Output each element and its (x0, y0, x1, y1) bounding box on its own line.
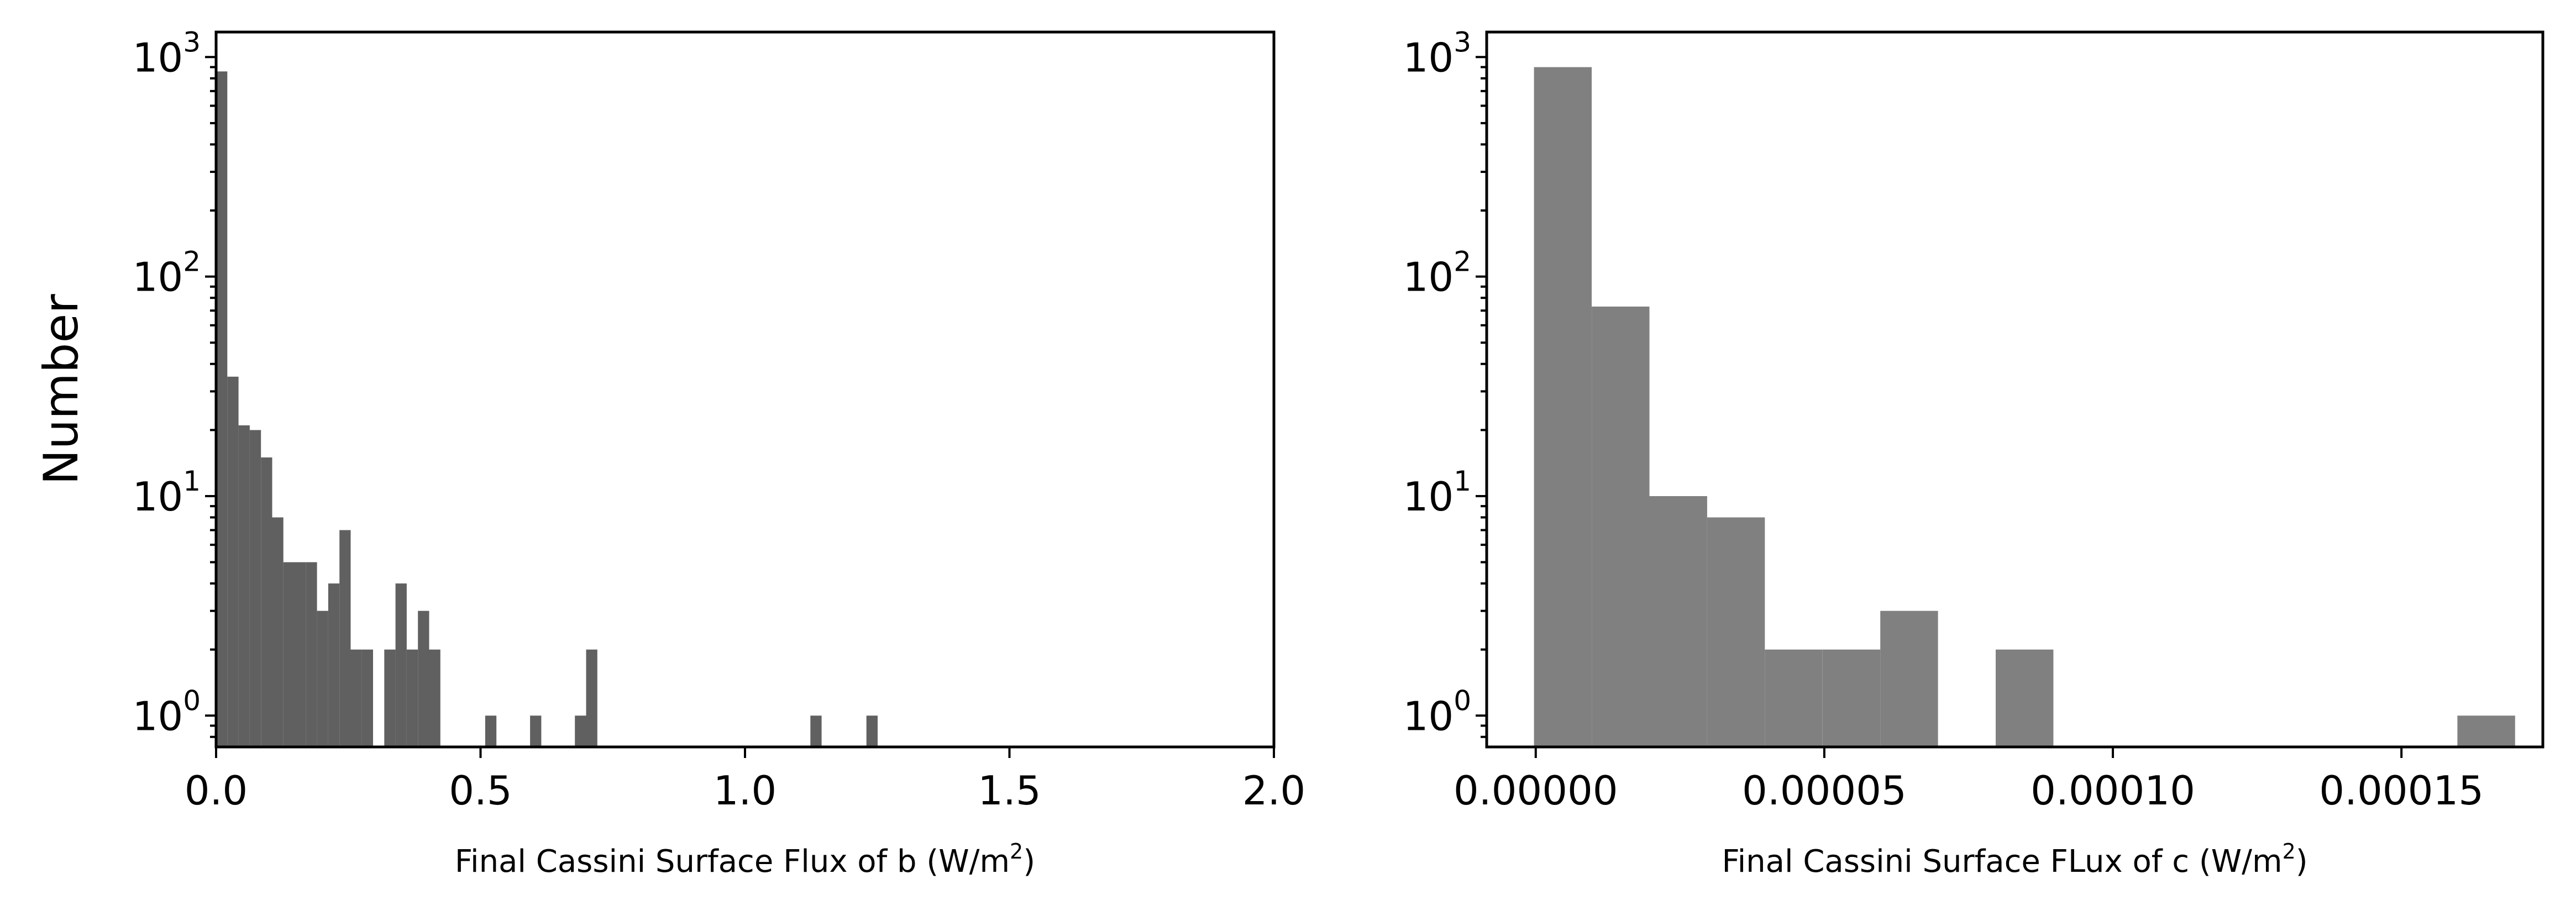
histogram-bar (429, 649, 440, 747)
x-axis-title: Final Cassini Surface FLux of c (W/m2) (1722, 839, 2307, 880)
histogram-bar (1996, 649, 2054, 747)
y-tick-base: 10 (1403, 693, 1454, 739)
y-tick-label: 100 (133, 685, 201, 739)
histogram-bar (261, 457, 272, 747)
x-tick-label: 1.0 (713, 767, 777, 814)
histogram-bar (238, 425, 250, 747)
histogram-bar (1822, 649, 1881, 747)
histogram-bar (810, 715, 822, 747)
plot-frame (214, 30, 1276, 749)
y-tick-exponent: 3 (1454, 26, 1471, 58)
histogram-bar (1765, 649, 1823, 747)
x-axis-title-text: ) (2296, 844, 2308, 880)
histogram-bar (586, 649, 597, 747)
y-tick-exponent: 2 (183, 246, 201, 278)
histogram-bar (317, 610, 328, 747)
x-axis-title-superscript: 2 (1010, 839, 1023, 864)
y-tick-label: 102 (1403, 246, 1471, 301)
y-tick-base: 10 (133, 693, 183, 739)
x-axis-title-text: Final Cassini Surface FLux of c (W/m (1722, 844, 2282, 880)
histogram-bar (384, 649, 396, 747)
y-tick-base: 10 (133, 473, 183, 520)
x-tick-label: 2.0 (1242, 767, 1306, 814)
histogram-bar (249, 430, 261, 747)
histogram-bar (866, 715, 878, 747)
histogram-bar (306, 562, 317, 747)
histogram-bar (1534, 67, 1592, 747)
histogram-bar (418, 610, 429, 747)
y-tick-label: 102 (133, 246, 201, 301)
histogram-bar (395, 583, 407, 747)
y-tick-exponent: 0 (183, 685, 201, 717)
x-tick-label: 0.0 (185, 767, 248, 814)
histogram-bar (328, 583, 340, 747)
histogram-bar (361, 649, 373, 747)
x-axis-title-text: ) (1023, 844, 1035, 880)
y-tick-base: 10 (1403, 254, 1454, 301)
y-tick-exponent: 0 (1454, 685, 1471, 717)
histogram-bar (575, 715, 586, 747)
histogram-bar (272, 517, 284, 747)
x-tick-label: 0.5 (449, 767, 512, 814)
histogram-bar (295, 562, 306, 747)
y-tick-label: 103 (133, 26, 201, 81)
histogram-bar (339, 530, 351, 747)
y-tick-label: 100 (1403, 685, 1471, 739)
y-axis-title: Number (34, 294, 89, 485)
x-axis-title-text: Final Cassini Surface Flux of b (W/m (455, 844, 1010, 880)
histogram-bar (485, 715, 497, 747)
y-tick-exponent: 2 (1454, 246, 1471, 278)
x-tick-label: 0.00010 (2031, 767, 2195, 814)
histogram-bar (227, 376, 239, 747)
histogram-bar (2457, 715, 2515, 747)
x-tick-label: 0.00005 (1742, 767, 1907, 814)
y-tick-label: 101 (1403, 465, 1471, 520)
histogram-bar (1880, 610, 1938, 747)
plot-frame (1485, 30, 2544, 749)
x-axis-title-superscript: 2 (2283, 839, 2296, 864)
y-tick-base: 10 (133, 34, 183, 81)
x-axis-title: Final Cassini Surface Flux of b (W/m2) (455, 839, 1035, 880)
y-tick-exponent: 1 (183, 465, 201, 497)
histogram-bar (1592, 306, 1650, 747)
histogram-bar (530, 715, 542, 747)
histogram-bar (406, 649, 418, 747)
y-tick-base: 10 (1403, 34, 1454, 81)
y-tick-base: 10 (133, 254, 183, 301)
y-tick-label: 103 (1403, 26, 1471, 81)
histogram-bar (283, 562, 295, 747)
y-tick-label: 101 (133, 465, 201, 520)
x-tick-label: 0.00000 (1454, 767, 1618, 814)
histogram-bar (350, 649, 362, 747)
x-tick-label: 0.00015 (2319, 767, 2484, 814)
x-tick-label: 1.5 (978, 767, 1041, 814)
histogram-bar (216, 71, 228, 747)
histogram-bar (1707, 517, 1765, 747)
y-tick-exponent: 1 (1454, 465, 1471, 497)
histogram-bar (1649, 496, 1707, 747)
y-tick-base: 10 (1403, 473, 1454, 520)
y-tick-exponent: 3 (183, 26, 201, 58)
